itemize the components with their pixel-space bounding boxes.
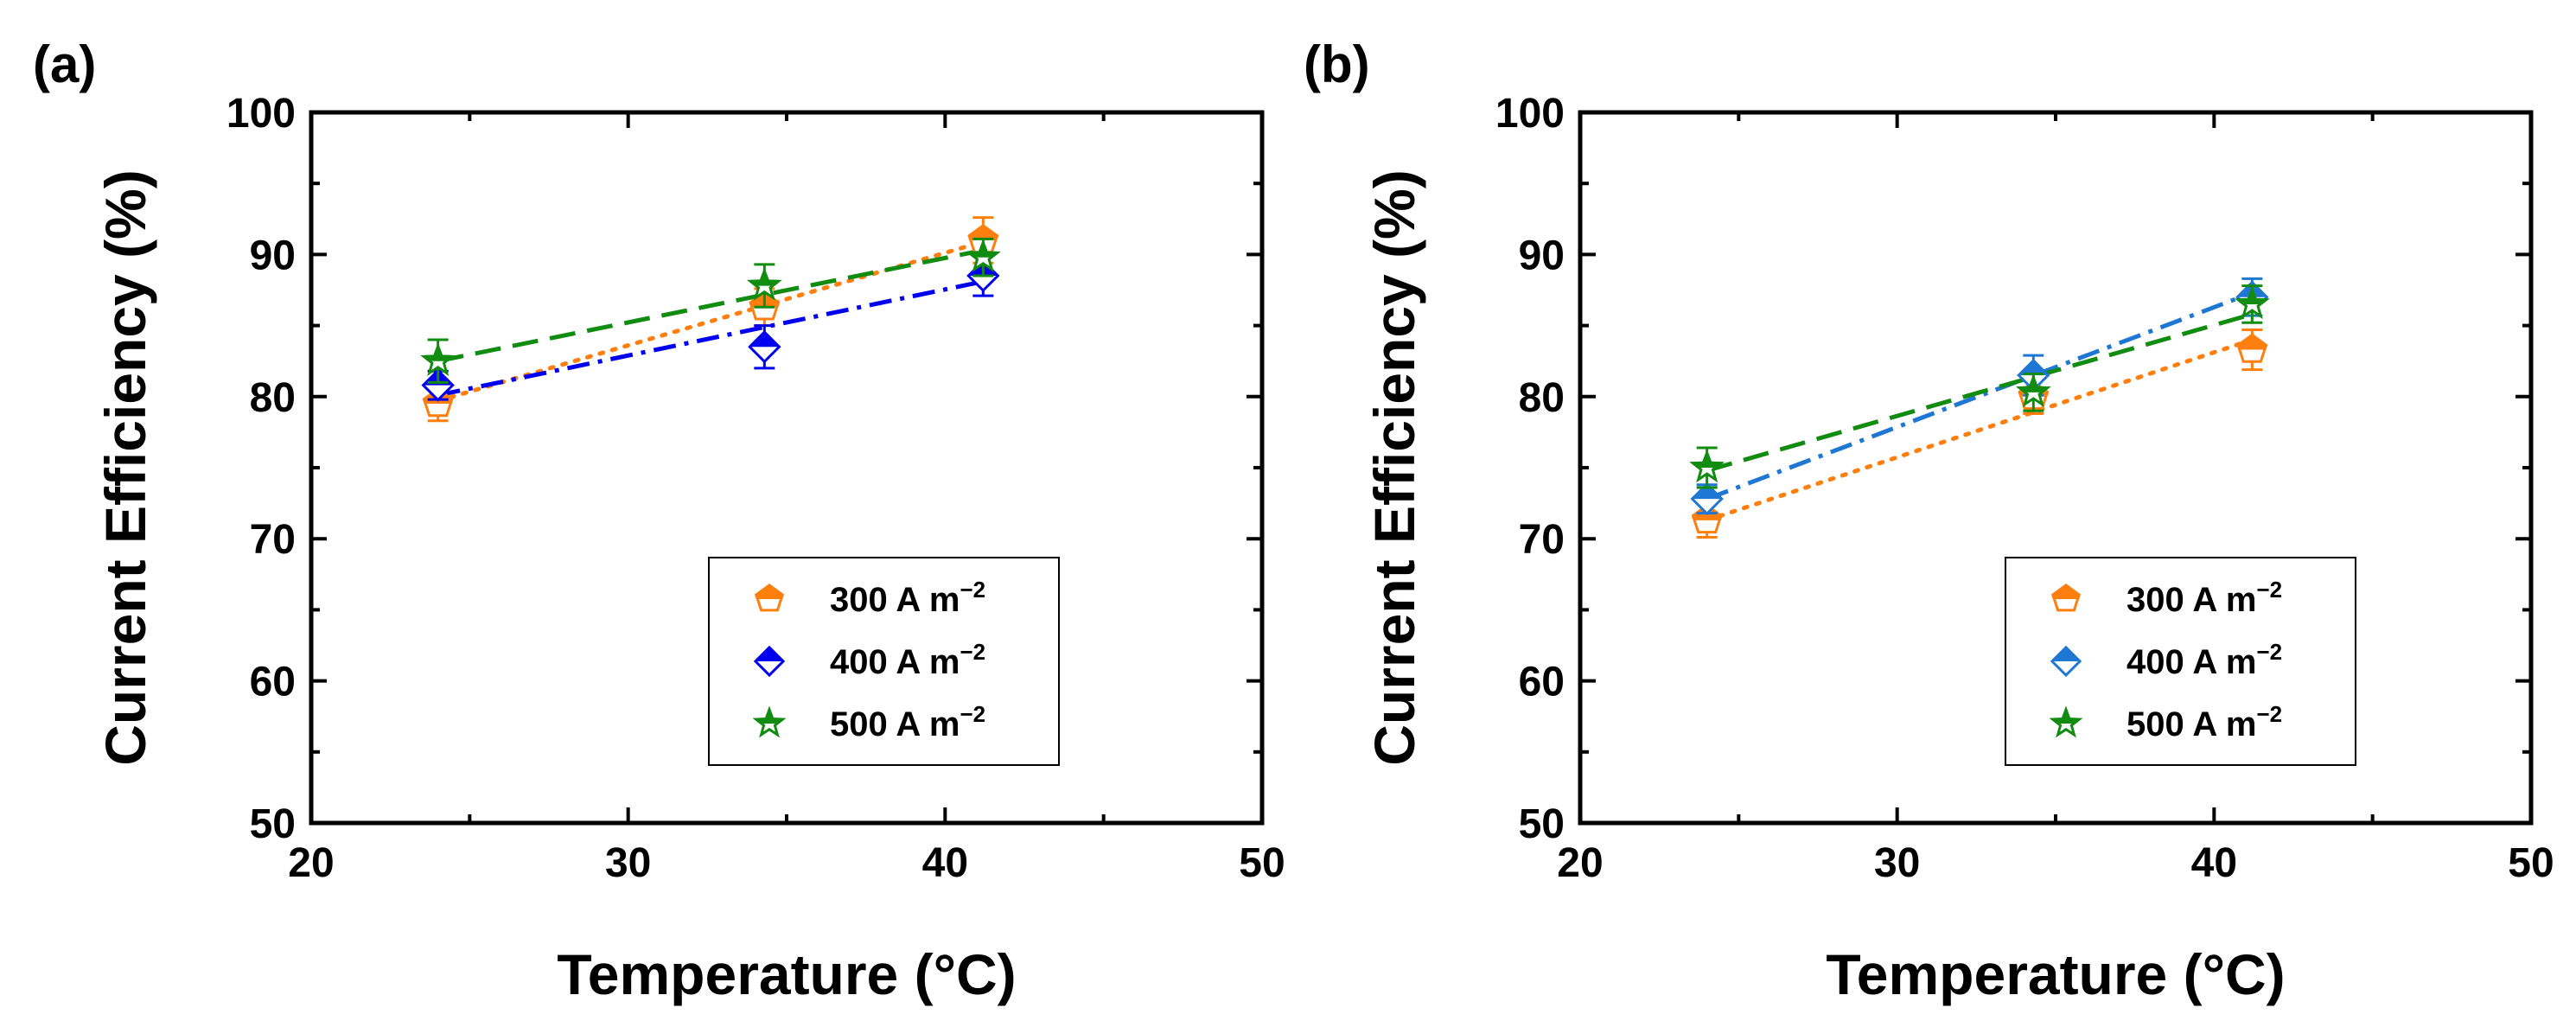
data-point-300 <box>2236 333 2268 363</box>
y-tick-label: 70 <box>250 517 296 563</box>
legend: 300 A m−2 400 A m−2 500 A m−2 <box>2005 557 2356 766</box>
data-point-500 <box>420 342 456 376</box>
legend-marker-300 <box>2051 584 2081 612</box>
legend-label: 400 A m−2 <box>2126 639 2282 681</box>
x-tick-label: 30 <box>605 840 651 886</box>
legend: 300 A m−2 400 A m−2 500 A m−2 <box>708 557 1060 766</box>
data-point-500 <box>2235 285 2270 320</box>
fit-line-300 <box>1705 337 2254 523</box>
y-tick-label: 60 <box>250 660 296 705</box>
legend-label: 500 A m−2 <box>830 701 985 743</box>
x-tick-label: 40 <box>922 840 968 886</box>
x-axis-title: Temperature (°C) <box>557 942 1016 1006</box>
x-axis-title: Temperature (°C) <box>1826 942 2285 1006</box>
y-axis-title: Current Efficiency (%) <box>1362 169 1426 765</box>
y-tick-label: 90 <box>1519 233 1565 278</box>
x-tick-label: 20 <box>1557 840 1603 886</box>
y-tick-label: 50 <box>1519 801 1565 847</box>
chart-panel-2: (b) 20 30 40 50 50 60 70 80 90 100 Temperature (°C)… <box>1304 35 2554 1006</box>
y-axis-title: Current Efficiency (%) <box>93 169 157 765</box>
y-tick-label: 80 <box>250 375 296 421</box>
legend-label: 300 A m−2 <box>2126 577 2282 619</box>
legend-label: 500 A m−2 <box>2126 701 2282 743</box>
data-point-500 <box>966 239 1001 272</box>
y-tick-label: 100 <box>226 91 296 137</box>
y-tick-label: 100 <box>1495 91 1565 137</box>
legend-label: 300 A m−2 <box>830 577 985 619</box>
y-tick-label: 60 <box>1519 660 1565 705</box>
x-tick-label: 20 <box>288 840 334 886</box>
data-point-500 <box>2016 373 2051 408</box>
x-tick-label: 50 <box>1239 840 1285 886</box>
fit-line-400b <box>1706 290 2254 501</box>
y-tick-label: 50 <box>250 801 296 847</box>
y-tick-label: 90 <box>250 233 296 278</box>
legend-marker-400a <box>753 645 786 678</box>
fit-line-400a <box>437 279 984 398</box>
x-tick-label: 30 <box>1874 840 1920 886</box>
x-tick-label: 50 <box>2508 840 2554 886</box>
fit-line-500 <box>437 248 984 364</box>
panel-label: (a) <box>33 35 96 93</box>
y-tick-label: 80 <box>1519 375 1565 421</box>
data-point-500 <box>1689 449 1725 483</box>
legend-marker-500 <box>752 705 787 738</box>
panel-label: (b) <box>1304 35 1370 93</box>
fit-line-500 <box>1706 312 2254 473</box>
data-point-500 <box>747 267 782 301</box>
data-point-400a <box>748 330 781 364</box>
chart-panel-1: (a) 20 30 40 50 50 60 70 80 90 100 Temperature (°C)… <box>33 35 1285 1006</box>
legend-marker-300 <box>755 584 784 612</box>
legend-marker-400b <box>2050 645 2082 678</box>
legend-marker-500 <box>2049 705 2083 738</box>
legend-label: 400 A m−2 <box>830 639 985 681</box>
y-tick-label: 70 <box>1519 517 1565 563</box>
data-point-400b <box>1690 482 1724 516</box>
x-tick-label: 40 <box>2191 840 2237 886</box>
